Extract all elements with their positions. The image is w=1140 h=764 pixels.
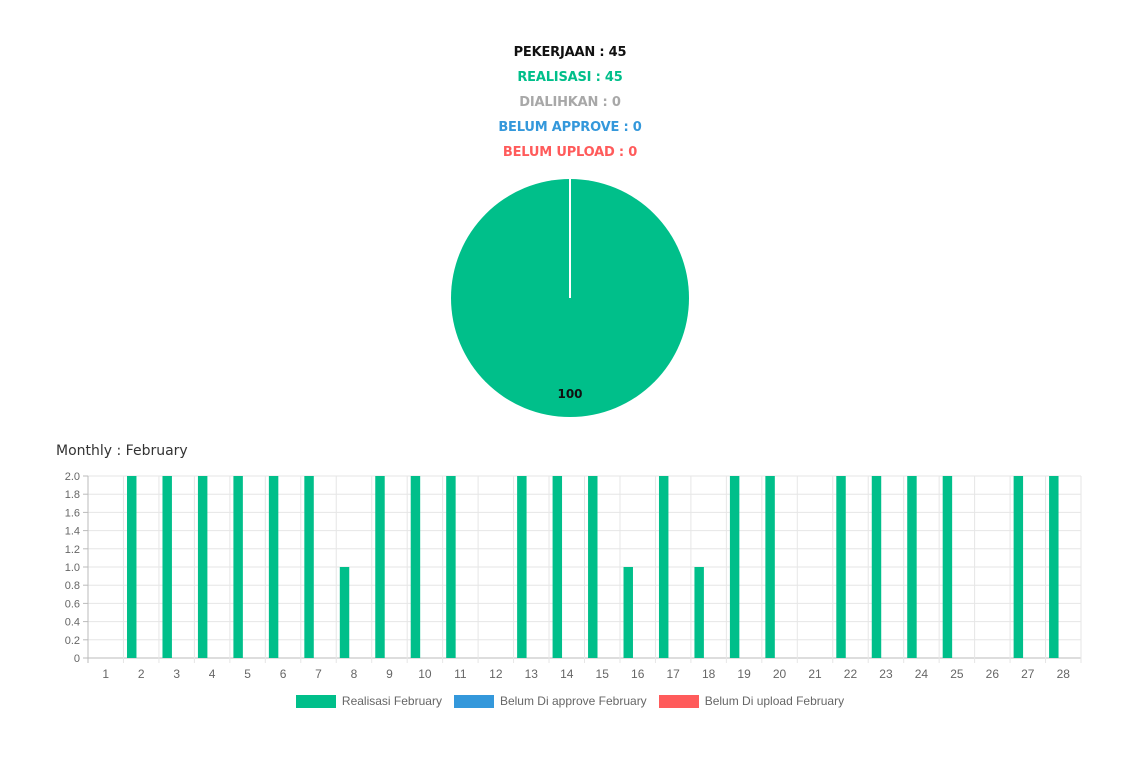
- bar-realisasi-february-day-25[interactable]: [942, 476, 953, 658]
- x-tick-label: 21: [808, 667, 822, 681]
- bar-realisasi-february-day-23[interactable]: [871, 476, 882, 658]
- bar-realisasi-february-day-5[interactable]: [233, 476, 243, 658]
- y-tick-label: 2.0: [65, 471, 80, 483]
- belum-approve-count: BELUM APPROVE : 0: [498, 120, 642, 135]
- x-tick-label: 9: [386, 667, 393, 681]
- legend-label-belum-approve: Belum Di approve February: [499, 694, 647, 708]
- chart-axes: 00.20.40.60.81.01.21.41.61.82.01 2 3 4 5 6 7 8 9…: [65, 471, 1071, 681]
- summary-panel: PEKERJAAN : 45 REALISASI : 45 DIALIHKAN …: [0, 40, 1140, 165]
- x-tick-label: 17: [666, 667, 680, 681]
- bar-realisasi-february-day-2[interactable]: [127, 476, 137, 658]
- legend-label-realisasi: Realisasi February: [341, 694, 442, 708]
- bar-realisasi-february-day-7[interactable]: [304, 476, 314, 658]
- bar-realisasi-february-day-11[interactable]: [446, 476, 456, 658]
- x-tick-label: 13: [525, 667, 539, 681]
- x-tick-label: 22: [844, 667, 858, 681]
- x-tick-label: 28: [1057, 667, 1071, 681]
- x-tick-label: 16: [631, 667, 645, 681]
- bar-realisasi-february-day-6[interactable]: [268, 476, 279, 658]
- legend-item-belum-approve[interactable]: Belum Di approve February: [453, 694, 647, 708]
- y-tick-label: 0.8: [65, 580, 80, 592]
- belum-upload-count: BELUM UPLOAD : 0: [502, 145, 638, 160]
- pie-chart: 100: [451, 179, 689, 417]
- bar-realisasi-february-day-8[interactable]: [339, 567, 350, 658]
- bar-realisasi-february-day-17[interactable]: [658, 476, 669, 658]
- bar-realisasi-february-day-9[interactable]: [375, 476, 385, 658]
- bar-realisasi-february-day-24[interactable]: [907, 476, 917, 658]
- chart-legend: Realisasi February Belum Di approve Febr…: [0, 694, 1140, 708]
- bar-realisasi-february-day-4[interactable]: [197, 476, 208, 658]
- x-tick-label: 1: [102, 667, 109, 681]
- dialihkan-count: DIALIHKAN : 0: [519, 95, 621, 110]
- x-tick-label: 15: [596, 667, 610, 681]
- y-tick-label: 1.6: [65, 507, 80, 519]
- x-tick-label: 25: [950, 667, 964, 681]
- bar-realisasi-february-day-22[interactable]: [836, 476, 846, 658]
- y-tick-label: 1.0: [65, 562, 80, 574]
- bar-realisasi-february-day-16[interactable]: [623, 567, 633, 658]
- bar-realisasi-february-day-27[interactable]: [1013, 476, 1024, 658]
- y-tick-label: 1.2: [65, 544, 80, 556]
- bar-realisasi-february-day-20[interactable]: [765, 476, 775, 658]
- bar-realisasi-february-day-3[interactable]: [162, 476, 172, 658]
- x-tick-label: 14: [560, 667, 574, 681]
- bar-realisasi-february-day-10[interactable]: [410, 476, 421, 658]
- bar-realisasi-february-day-28[interactable]: [1049, 476, 1059, 658]
- monthly-bar-chart: 00.20.40.60.81.01.21.41.61.82.01 2 3 4 5 6 7 8 9…: [65, 471, 1082, 681]
- legend-item-realisasi[interactable]: Realisasi February: [295, 694, 442, 708]
- realisasi-count: REALISASI : 45: [517, 70, 623, 85]
- x-tick-label: 20: [773, 667, 787, 681]
- x-tick-label: 24: [915, 667, 929, 681]
- x-tick-label: 12: [489, 667, 503, 681]
- x-tick-label: 23: [879, 667, 893, 681]
- bar-realisasi-february-day-13[interactable]: [517, 476, 527, 658]
- y-tick-label: 0.6: [65, 598, 80, 610]
- legend-swatch-belum-upload: [658, 694, 699, 708]
- y-tick-label: 0: [74, 653, 80, 665]
- bar-realisasi-february-day-14[interactable]: [552, 476, 563, 658]
- x-tick-label: 3: [173, 667, 180, 681]
- bar-realisasi-february-day-19[interactable]: [729, 476, 740, 658]
- x-tick-label: 27: [1021, 667, 1035, 681]
- chart-bars: [127, 476, 1059, 658]
- y-tick-label: 1.8: [65, 489, 80, 501]
- y-tick-label: 1.4: [65, 526, 80, 538]
- legend-swatch-realisasi: [295, 694, 336, 708]
- pekerjaan-count: PEKERJAAN : 45: [513, 45, 627, 60]
- x-tick-label: 11: [454, 667, 467, 681]
- monthly-title: Monthly : February: [56, 443, 188, 459]
- x-tick-label: 5: [244, 667, 251, 681]
- pie-data-label: 100: [557, 387, 582, 401]
- x-tick-label: 6: [280, 667, 287, 681]
- x-tick-label: 18: [702, 667, 716, 681]
- x-tick-label: 4: [209, 667, 216, 681]
- legend-label-belum-upload: Belum Di upload February: [704, 694, 845, 708]
- y-tick-label: 0.4: [65, 617, 80, 629]
- x-tick-label: 8: [351, 667, 358, 681]
- x-tick-label: 2: [138, 667, 145, 681]
- legend-swatch-belum-approve: [453, 694, 494, 708]
- bar-realisasi-february-day-18[interactable]: [694, 567, 704, 658]
- x-tick-label: 7: [315, 667, 322, 681]
- y-tick-label: 0.2: [65, 635, 80, 647]
- legend-item-belum-upload[interactable]: Belum Di upload February: [658, 694, 845, 708]
- x-tick-label: 10: [418, 667, 432, 681]
- x-tick-label: 19: [737, 667, 751, 681]
- x-tick-label: 26: [986, 667, 1000, 681]
- bar-realisasi-february-day-15[interactable]: [588, 476, 598, 658]
